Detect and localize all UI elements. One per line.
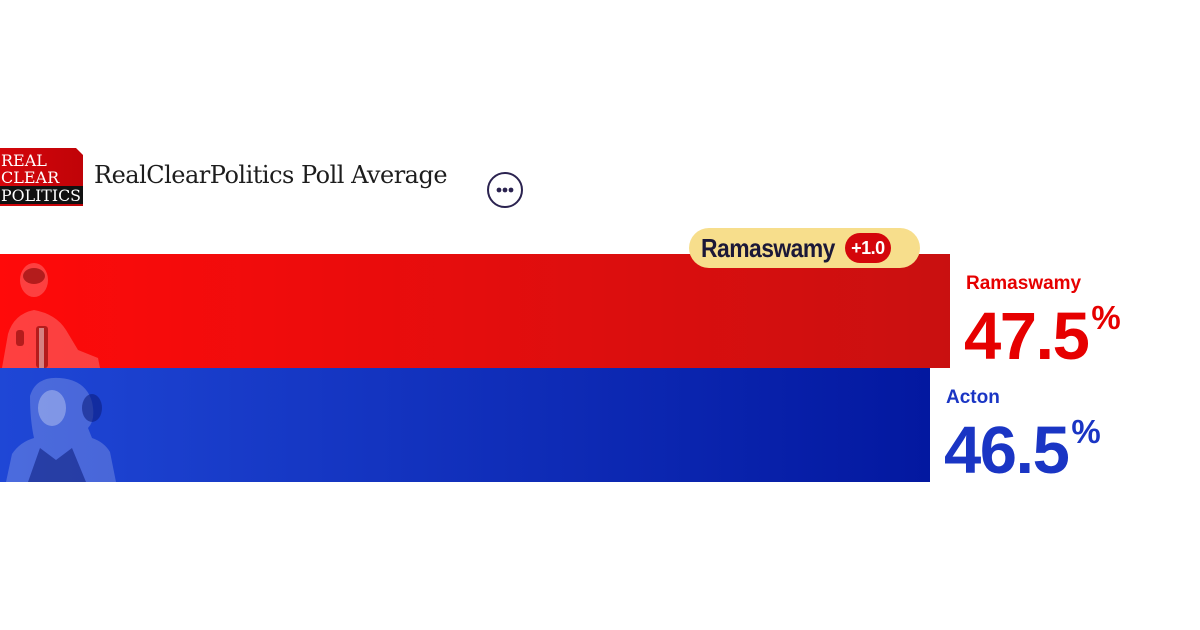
candidate-name-ramaswamy: Ramaswamy [966,273,1082,294]
ellipsis-icon [496,187,514,193]
more-options-button[interactable] [487,172,523,208]
candidate-value-ramaswamy: 47.5% [964,301,1121,370]
candidate-photo-ramaswamy [2,263,100,368]
logo-line-2: CLEAR [1,168,60,187]
candidate-bar-ramaswamy[interactable] [0,254,950,368]
rcp-logo: REAL CLEAR POLITICS [0,148,83,206]
poll-average-title: RealClearPolitics Poll Average [94,161,448,189]
candidate-bar-acton[interactable] [0,368,930,482]
candidate-name-acton: Acton [946,387,1000,408]
candidate-value-acton: 46.5% [944,415,1101,484]
leader-name: Ramaswamy [701,232,835,263]
percent-sign: % [1091,299,1121,336]
value-number-acton: 46.5 [944,413,1070,488]
leader-badge: Ramaswamy +1.0 [689,228,920,268]
leader-margin-badge: +1.0 [845,233,891,263]
logo-line-3: POLITICS [1,186,81,205]
percent-sign: % [1071,413,1101,450]
poll-chart: Ramaswamy 47.5% Acton 46.5% Ramaswamy +1… [0,228,1200,488]
logo-line-1: REAL [1,151,47,170]
value-number-ramaswamy: 47.5 [964,299,1090,374]
poll-header: REAL CLEAR POLITICS RealClearPolitics Po… [0,146,523,208]
candidate-photo-acton [6,377,116,482]
